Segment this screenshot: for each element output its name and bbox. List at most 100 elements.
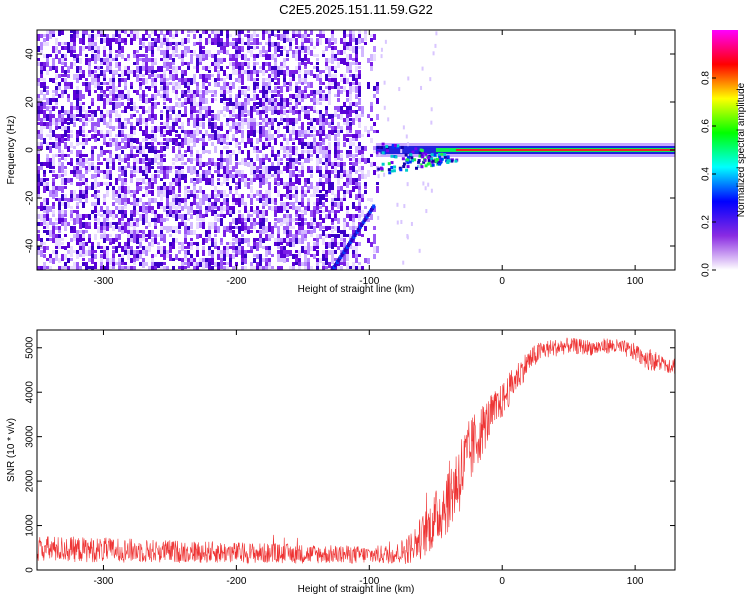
noise-cell (112, 86, 115, 90)
noise-cell (139, 66, 142, 72)
noise-cell (91, 266, 94, 270)
noise-cell (112, 94, 115, 101)
noise-cell (67, 222, 70, 226)
noise-cell (373, 46, 376, 52)
noise-cell (172, 186, 175, 193)
noise-cell (346, 78, 349, 84)
noise-cell (151, 210, 154, 214)
noise-cell (91, 118, 94, 121)
noise-cell (139, 70, 142, 77)
noise-cell (79, 158, 82, 164)
noise-cell (139, 78, 142, 81)
noise-cell (100, 70, 103, 76)
signal-turbulence-cell (411, 150, 415, 154)
noise-cell (73, 230, 76, 233)
noise-cell (283, 146, 286, 153)
noise-cell (130, 146, 133, 152)
noise-cell (133, 162, 136, 168)
noise-cell (268, 54, 271, 60)
noise-cell (277, 106, 280, 112)
noise-cell (106, 98, 109, 105)
noise-cell (73, 54, 76, 61)
noise-cell (181, 218, 184, 223)
noise-cell (184, 38, 187, 44)
noise-cell (274, 158, 277, 161)
noise-cell (154, 238, 157, 244)
noise-cell (211, 54, 214, 58)
noise-cell (373, 150, 376, 153)
signal-turbulence-cell (410, 156, 414, 160)
noise-cell (280, 194, 283, 198)
noise-cell (151, 70, 154, 76)
noise-cell (82, 138, 85, 143)
noise-cell (307, 134, 310, 137)
noise-cell (175, 66, 178, 73)
noise-cell (43, 42, 46, 46)
noise-cell (211, 114, 214, 121)
noise-cell (43, 246, 46, 253)
noise-cell (151, 110, 154, 117)
noise-cell (151, 258, 154, 263)
noise-cell (133, 30, 136, 37)
noise-cell (214, 54, 217, 61)
noise-cell (106, 182, 109, 189)
noise-cell (145, 226, 148, 229)
noise-cell (235, 138, 238, 144)
noise-cell (283, 62, 286, 68)
noise-cell (46, 202, 49, 205)
noise-cell (145, 174, 148, 179)
noise-cell (88, 110, 91, 113)
noise-cell (334, 158, 337, 161)
noise-cell (247, 182, 250, 189)
noise-cell (256, 230, 259, 233)
signal-turbulence-cell (430, 153, 434, 157)
noise-cell (112, 250, 115, 257)
noise-cell (118, 186, 121, 191)
noise-cell (121, 70, 124, 77)
noise-cell (76, 166, 79, 172)
noise-cell (262, 54, 265, 57)
noise-cell (94, 42, 97, 48)
noise-cell (271, 126, 274, 130)
noise-cell (232, 266, 235, 270)
noise-cell (148, 222, 151, 227)
noise-cell (148, 186, 151, 189)
noise-cell (169, 234, 172, 237)
noise-cell (202, 82, 205, 89)
noise-cell (241, 54, 244, 60)
noise-cell (100, 162, 103, 165)
noise-cell (241, 266, 244, 270)
noise-cell (163, 98, 166, 101)
noise-cell (193, 210, 196, 215)
noise-cell (184, 110, 187, 117)
noise-cell (106, 38, 109, 45)
noise-cell (76, 34, 79, 38)
noise-cell (136, 90, 139, 95)
noise-cell (118, 154, 121, 161)
noise-cell (283, 82, 286, 87)
noise-cell (220, 182, 223, 186)
noise-cell (244, 182, 247, 187)
noise-cell (145, 62, 148, 66)
noise-cell (241, 86, 244, 89)
noise-cell (58, 134, 61, 140)
noise-cell (43, 178, 46, 183)
noise-cell (106, 122, 109, 128)
noise-cell (79, 154, 82, 158)
noise-cell (361, 134, 364, 137)
noise-cell (154, 30, 157, 36)
noise-cell (142, 94, 145, 100)
noise-cell (94, 82, 97, 88)
noise-cell (355, 110, 358, 116)
noise-cell (163, 38, 166, 43)
noise-cell (217, 126, 220, 133)
noise-cell (262, 198, 265, 201)
noise-cell (238, 194, 241, 198)
noise-cell (124, 78, 127, 82)
sparse-cell (380, 47, 383, 52)
noise-cell (244, 142, 247, 148)
noise-cell (181, 162, 184, 165)
noise-cell (271, 134, 274, 140)
noise-cell (355, 62, 358, 65)
noise-cell (352, 222, 355, 227)
